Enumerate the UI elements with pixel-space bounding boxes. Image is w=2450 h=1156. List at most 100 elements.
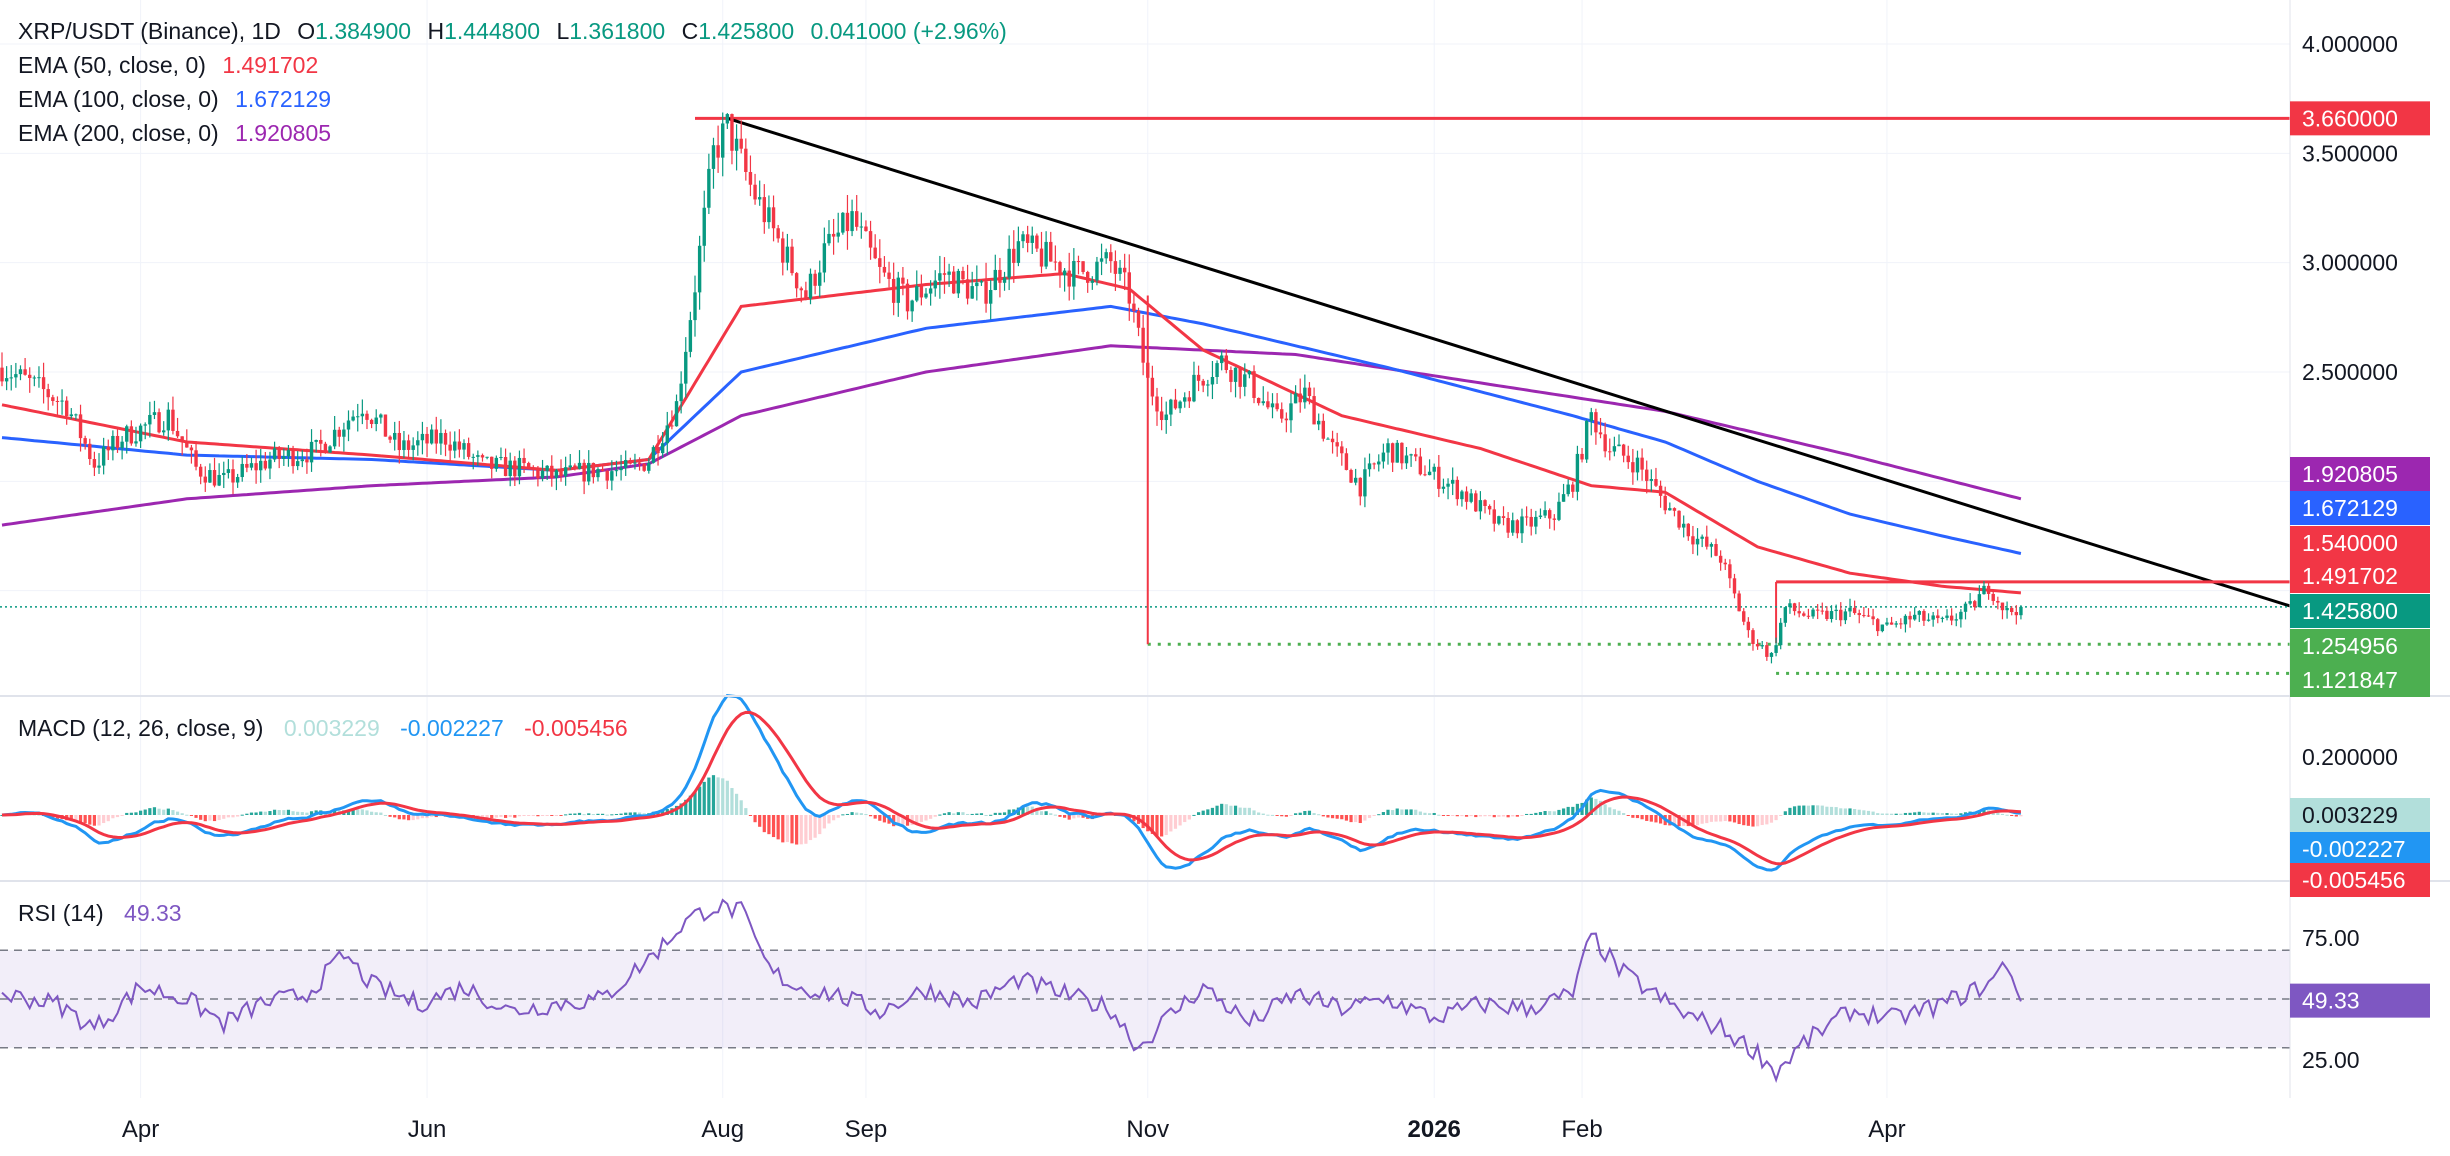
candle-body — [1141, 327, 1145, 363]
candle-body — [1524, 516, 1529, 518]
candle-body — [1349, 469, 1353, 483]
macd-histogram-bar — [1899, 813, 1903, 815]
macd-histogram-bar — [1825, 806, 1829, 815]
candle-body — [628, 460, 633, 464]
candle-body — [222, 472, 226, 476]
macd-histogram-bar — [406, 815, 411, 821]
candle-body — [1340, 446, 1344, 454]
macd-histogram-bar — [1945, 813, 1949, 815]
candle-body — [804, 290, 808, 299]
macd-histogram-bar — [739, 800, 743, 815]
macd-histogram-bar — [51, 815, 55, 819]
candle-body — [1210, 376, 1215, 385]
candle-body — [64, 400, 69, 417]
candle-body — [383, 414, 388, 437]
macd-histogram-bar — [379, 812, 383, 815]
price-tick-label: 3.000000 — [2302, 250, 2398, 276]
macd-histogram-bar — [679, 803, 683, 815]
macd-histogram-bar — [1206, 809, 1210, 815]
ema100-legend[interactable]: EMA (100, close, 0) 1.672129 — [18, 82, 341, 116]
macd-histogram-bar — [1437, 814, 1441, 816]
candle-body — [443, 432, 448, 445]
macd-histogram-bar — [841, 814, 845, 816]
macd-histogram-bar — [106, 815, 110, 822]
macd-histogram-bar — [143, 809, 147, 815]
macd-histogram-bar — [970, 813, 974, 815]
macd-histogram-bar — [125, 812, 129, 815]
rsi-legend[interactable]: RSI (14) 49.33 — [18, 900, 196, 927]
macd-histogram-bar — [1081, 815, 1085, 818]
candle-body — [1996, 600, 2000, 603]
rsi-badge: 49.33 — [2302, 988, 2360, 1014]
candle-body — [295, 461, 300, 467]
macd-histogram-bar — [111, 815, 115, 819]
price-tick-label: 3.500000 — [2302, 140, 2398, 166]
ema50-legend[interactable]: EMA (50, close, 0) 1.491702 — [18, 48, 328, 82]
macd-histogram-bar — [952, 813, 956, 815]
ema200-legend[interactable]: EMA (200, close, 0) 1.920805 — [18, 116, 341, 150]
candle-body — [864, 226, 868, 232]
candle-body — [1598, 432, 1603, 435]
candle-body — [1090, 280, 1095, 283]
candle-body — [1233, 367, 1238, 382]
ema50-value: 1.491702 — [222, 52, 319, 78]
macd-legend[interactable]: MACD (12, 26, close, 9) 0.003229 -0.0022… — [18, 715, 642, 742]
candle-body — [1441, 486, 1446, 489]
macd-histogram-bar — [370, 811, 374, 815]
candle-body — [1002, 277, 1007, 283]
candle-body — [1820, 610, 1824, 612]
macd-histogram-bar — [808, 815, 813, 841]
candle-body — [536, 468, 540, 479]
candle-body — [1866, 615, 1871, 617]
price-badge-resistance: 1.540000 — [2302, 530, 2398, 556]
candle-body — [1566, 484, 1570, 495]
candle-body — [1959, 611, 1963, 620]
candle-body — [328, 446, 332, 453]
candle-body — [882, 266, 887, 273]
candle-body — [1931, 615, 1935, 620]
candle-body — [1501, 516, 1506, 518]
candle-body — [965, 279, 970, 299]
macd-histogram-bar — [249, 812, 254, 815]
candle-body — [1039, 248, 1044, 267]
candle-body — [748, 172, 753, 185]
candle-body — [1159, 411, 1164, 421]
macd-histogram-bar — [513, 815, 517, 818]
candle-body — [998, 269, 1002, 283]
macd-histogram-bar — [730, 788, 734, 815]
macd-histogram-bar — [402, 815, 406, 820]
candle-body — [799, 288, 803, 291]
candle-body — [268, 459, 272, 469]
candle-body — [591, 462, 596, 478]
price-badge-ema200: 1.920805 — [2302, 461, 2398, 487]
macd-histogram-bar — [166, 808, 170, 815]
macd-histogram-bar — [1409, 809, 1413, 815]
candle-body — [933, 280, 937, 289]
candle-body — [1871, 616, 1875, 620]
candle-body — [1520, 516, 1524, 534]
macd-histogram-bar — [1885, 813, 1889, 815]
macd-histogram-bar — [1857, 809, 1861, 815]
candle-body — [568, 465, 572, 468]
macd-histogram-bar — [1349, 815, 1353, 823]
macd-histogram-bar — [1432, 812, 1436, 815]
candle-body — [928, 288, 933, 294]
candle-body — [1769, 652, 1774, 657]
macd-histogram-bar — [1936, 812, 1940, 815]
ohlc-high: H1.444800 — [427, 18, 541, 44]
macd-histogram-bar — [975, 813, 979, 815]
candle-body — [1312, 396, 1316, 425]
macd-histogram-bar — [702, 781, 706, 815]
macd-histogram-bar — [1427, 813, 1432, 815]
candle-body — [28, 374, 32, 379]
candle-body — [1848, 607, 1852, 612]
macd-histogram-bar — [1700, 815, 1704, 824]
macd-histogram-bar — [1626, 815, 1630, 816]
candle-body — [1529, 516, 1533, 527]
macd-histogram-bar — [540, 815, 545, 816]
macd-histogram-bar — [744, 808, 748, 815]
macd-histogram-bar — [758, 815, 762, 827]
candle-body — [1617, 444, 1621, 447]
candle-body — [942, 273, 947, 275]
